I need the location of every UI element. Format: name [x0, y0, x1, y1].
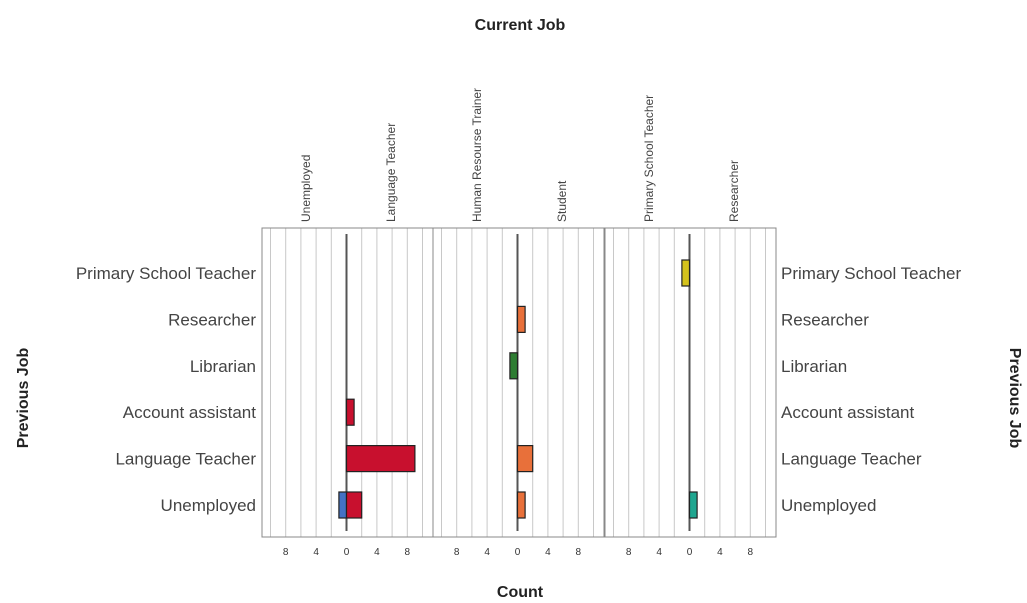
x-tick-label: 8 [405, 547, 411, 558]
bar [681, 259, 691, 287]
panel-right-label: Researcher [727, 160, 741, 222]
x-tick-label: 8 [454, 547, 460, 558]
bar [516, 445, 534, 473]
x-tick-label: 8 [748, 547, 754, 558]
x-axis-label: Count [497, 584, 544, 601]
panel-right-label: Language Teacher [384, 123, 398, 222]
bar [516, 491, 526, 519]
y-category-label-right: Librarian [781, 357, 847, 376]
panel-left-label: Primary School Teacher [642, 95, 656, 222]
x-tick-label: 4 [656, 547, 662, 558]
bar [509, 352, 519, 380]
panel-frame [432, 227, 605, 538]
x-tick-label: 4 [545, 547, 551, 558]
y-category-label-left: Unemployed [161, 496, 256, 515]
bar [345, 445, 416, 473]
x-tick-label: 0 [344, 547, 350, 558]
y-category-label-left: Language Teacher [115, 450, 256, 469]
y-category-label-left: Librarian [190, 357, 256, 376]
y-category-label-left: Primary School Teacher [76, 264, 256, 283]
x-tick-label: 4 [313, 547, 319, 558]
x-tick-label: 4 [717, 547, 723, 558]
y-category-label-left: Researcher [168, 310, 256, 329]
bar [345, 398, 355, 426]
x-tick-label: 0 [515, 547, 521, 558]
y-category-label-left: Account assistant [123, 403, 257, 422]
bar [338, 491, 348, 519]
panel-left-label: Human Resourse Trainer [470, 88, 484, 222]
panel-left-label: Unemployed [299, 155, 313, 222]
bar [688, 491, 698, 519]
x-tick-label: 4 [484, 547, 490, 558]
x-tick-label: 8 [283, 547, 289, 558]
x-tick-label: 8 [626, 547, 632, 558]
y-category-label-right: Account assistant [781, 403, 915, 422]
x-tick-label: 8 [576, 547, 582, 558]
chart-title: Current Job [475, 17, 566, 34]
bar [345, 491, 363, 519]
y-category-label-right: Researcher [781, 310, 869, 329]
y-axis-label-right: Previous Job [1006, 348, 1023, 449]
y-category-label-right: Language Teacher [781, 450, 922, 469]
x-tick-label: 4 [374, 547, 380, 558]
bar [516, 305, 526, 333]
panel-right-label: Student [555, 180, 569, 222]
y-axis-label-left: Previous Job [15, 348, 32, 449]
x-tick-label: 0 [687, 547, 693, 558]
plot-area: Unemployed Language Teacher 8 4 0 4 8 Human Res… [76, 88, 962, 558]
y-category-label-right: Unemployed [781, 496, 876, 515]
y-category-label-right: Primary School Teacher [781, 264, 961, 283]
panel-frame [604, 227, 777, 538]
